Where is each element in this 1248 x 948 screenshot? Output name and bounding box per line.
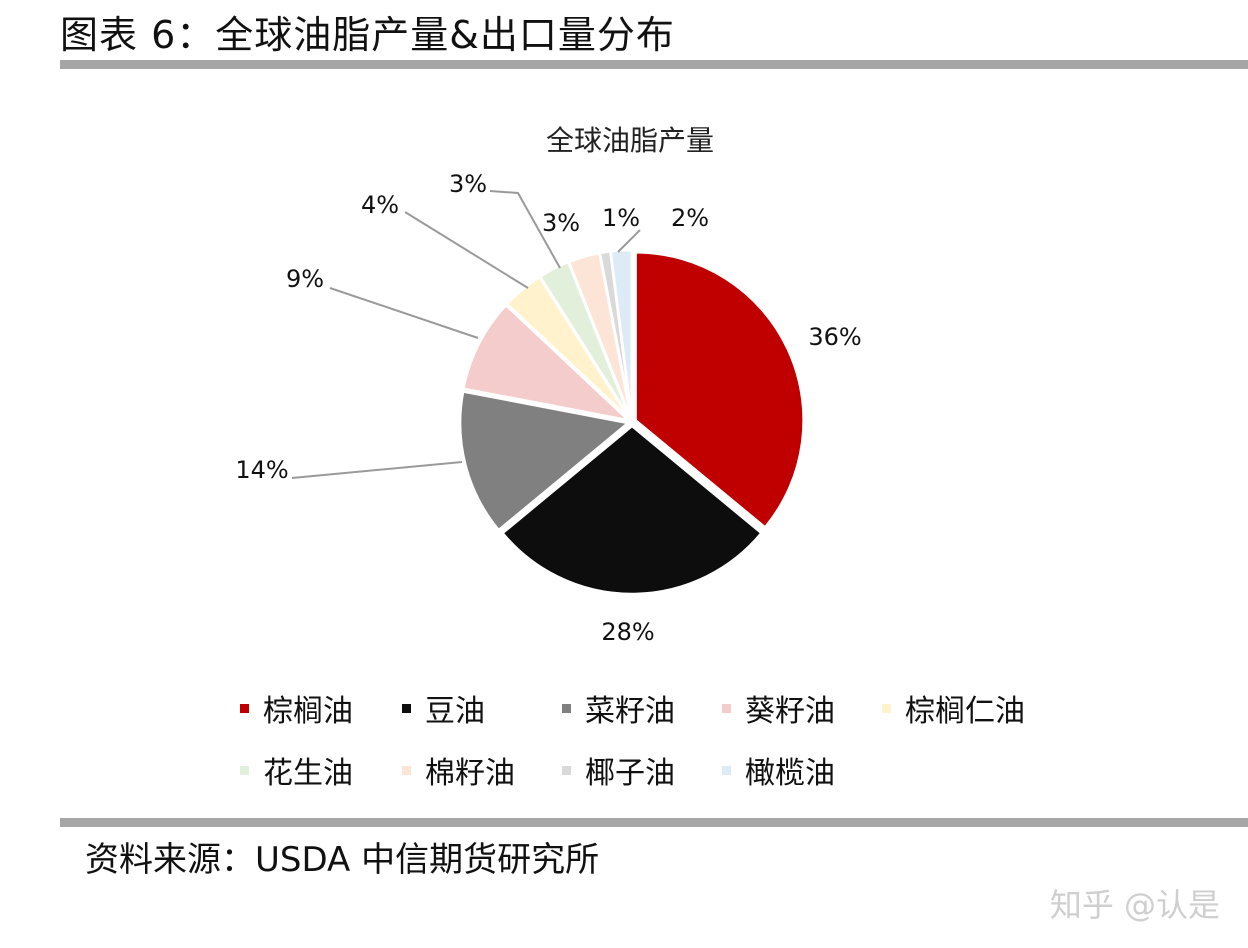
pie-slices	[458, 248, 805, 596]
legend-swatch	[722, 703, 731, 713]
legend-swatch	[402, 703, 411, 713]
legend-label: 棕榈油	[263, 694, 353, 729]
legend-item-棕榈油: 棕榈油	[240, 686, 353, 730]
figure-title: 图表 6：全球油脂产量&出口量分布	[60, 13, 675, 57]
data-label-棉籽油: 3%	[542, 209, 580, 237]
data-labels: 36% 28% 14% 9% 4% 3% 3% 1% 2%	[235, 170, 861, 646]
data-label-棕榈仁油: 4%	[361, 191, 399, 219]
leader-line-花生油	[489, 190, 561, 269]
legend-label: 豆油	[425, 694, 485, 729]
legend-label: 花生油	[263, 756, 353, 791]
top-rule	[60, 60, 1248, 69]
legend-swatch	[722, 765, 731, 775]
legend-swatch	[882, 703, 891, 713]
legend-item-豆油: 豆油	[402, 686, 485, 730]
legend-item-椰子油: 椰子油	[562, 748, 675, 792]
pie-slice-豆油	[500, 424, 764, 596]
legend-swatch	[240, 765, 249, 775]
legend-item-橄榄油: 橄榄油	[722, 748, 835, 792]
data-label-葵籽油: 9%	[286, 265, 324, 293]
pie-slice-棕榈油	[634, 251, 805, 530]
leader-line-棕榈仁油	[404, 211, 529, 289]
data-label-花生油: 3%	[449, 170, 487, 198]
legend-item-棉籽油: 棉籽油	[402, 748, 515, 792]
data-label-菜籽油: 14%	[235, 456, 288, 484]
chart-title: 全球油脂产量	[546, 124, 714, 157]
pie-slice-橄榄油	[609, 248, 633, 419]
legend-item-花生油: 花生油	[240, 748, 353, 792]
legend-item-棕榈仁油: 棕榈仁油	[882, 686, 1025, 730]
leader-line-葵籽油	[329, 287, 479, 339]
leader-line-橄榄油	[617, 229, 641, 253]
legend-item-菜籽油: 菜籽油	[562, 686, 675, 730]
data-label-橄榄油: 2%	[671, 204, 709, 232]
data-label-椰子油: 1%	[602, 204, 640, 232]
watermark: 知乎 @认是	[1049, 886, 1220, 924]
legend-label: 棕榈仁油	[905, 694, 1025, 729]
data-label-棕榈油: 36%	[808, 323, 861, 351]
source-note: 资料来源：USDA 中信期货研究所	[85, 840, 600, 880]
legend-swatch	[562, 765, 571, 775]
legend-label: 葵籽油	[745, 694, 835, 729]
legend-swatch	[562, 703, 571, 713]
leader-line-菜籽油	[291, 461, 463, 479]
legend-swatch	[402, 765, 411, 775]
legend-label: 椰子油	[585, 756, 675, 791]
pie-chart: 全球油脂产量 36% 28% 14% 9% 4% 3% 3% 1% 2%	[235, 124, 861, 646]
legend-label: 橄榄油	[745, 756, 835, 791]
bottom-rule	[60, 818, 1248, 827]
legend-item-葵籽油: 葵籽油	[722, 686, 835, 730]
pie-slice-菜籽油	[458, 390, 631, 532]
leader-lines	[291, 190, 641, 479]
data-label-豆油: 28%	[601, 618, 654, 646]
legend-swatch	[240, 703, 249, 713]
legend-label: 菜籽油	[585, 694, 675, 729]
pie-slice-葵籽油	[461, 303, 633, 423]
legend-label: 棉籽油	[425, 756, 515, 791]
